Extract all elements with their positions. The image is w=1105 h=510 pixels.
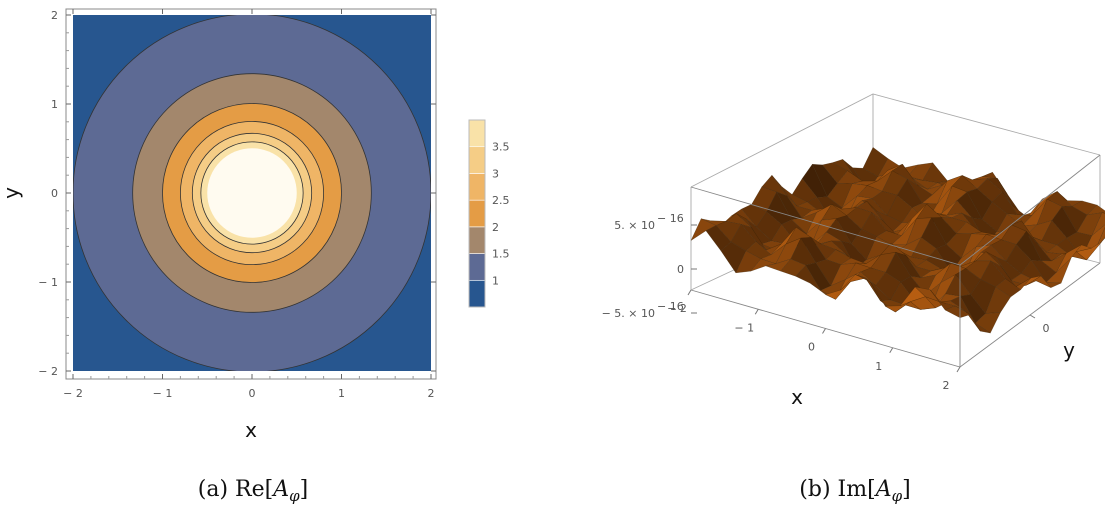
x-tick-label-3d: 0 xyxy=(808,341,815,354)
legend-swatch xyxy=(468,146,486,174)
legend-label: 1.5 xyxy=(492,248,510,261)
y-tick-label: 0 xyxy=(51,187,58,200)
surface-facet xyxy=(944,305,971,318)
y-axis-ticks: − 2 − 1 0 1 2 xyxy=(38,9,436,378)
z-tick-exponent: − 16 xyxy=(657,300,684,313)
x-tick-label-3d: − 2 xyxy=(667,302,687,315)
x-tick-label-3d: 2 xyxy=(943,379,950,392)
x-tick-label: 1 xyxy=(338,387,345,400)
z-tick-label: − 5. × 10 xyxy=(602,307,655,320)
legend-swatch xyxy=(468,253,486,281)
legend-swatch xyxy=(468,279,486,308)
x-tick-label: − 2 xyxy=(63,387,83,400)
x-axis-ticks: − 2 − 1 0 1 2 xyxy=(63,9,435,400)
z-tick-exponent: − 16 xyxy=(657,212,684,225)
y-axis-ticks-3d: 0 xyxy=(1029,314,1050,335)
contour-panel: − 2 − 1 0 1 2 − 2 − 1 0 1 2 x y 1 1.5 2 2.5 3 3.5 xyxy=(0,8,510,442)
y-axis-label-3d: y xyxy=(1063,338,1075,362)
y-tick-label-3d: 0 xyxy=(1043,322,1050,335)
legend-label: 3 xyxy=(492,167,499,180)
x-tick-label: − 1 xyxy=(153,387,173,400)
z-axis-ticks-3d: 5. × 10− 160− 5. × 10− 16 xyxy=(602,212,697,320)
x-tick-mark-3d xyxy=(956,366,961,373)
legend-label: 2 xyxy=(492,221,499,234)
x-tick-mark-3d xyxy=(822,328,826,334)
contour-legend: 1 1.5 2 2.5 3 3.5 xyxy=(468,119,510,308)
y-tick-label: 2 xyxy=(51,9,58,22)
y-tick-label: − 2 xyxy=(38,365,58,378)
legend-label: 1 xyxy=(492,274,499,287)
caption-a: (a) Re[Aφ] xyxy=(198,477,308,505)
x-tick-mark-3d xyxy=(754,308,759,315)
surface-facet xyxy=(1096,227,1105,247)
y-tick-mark-3d xyxy=(1029,314,1036,319)
x-axis-label: x xyxy=(245,418,257,442)
x-axis-label-3d: x xyxy=(791,385,803,409)
z-tick-label: 5. × 10 xyxy=(614,219,655,232)
contour-level-4 xyxy=(207,148,297,238)
x-tick-label-3d: − 1 xyxy=(734,321,754,334)
legend-swatch xyxy=(468,173,486,201)
plot-frame xyxy=(65,8,437,380)
legend-swatch xyxy=(468,119,486,148)
x-tick-label-3d: 1 xyxy=(875,360,882,373)
legend-frame xyxy=(468,119,486,308)
contour-rings xyxy=(73,15,431,371)
y-tick-label: 1 xyxy=(51,98,58,111)
x-tick-label: 0 xyxy=(249,387,256,400)
x-tick-mark-3d xyxy=(687,289,692,296)
y-tick-label: − 1 xyxy=(38,276,58,289)
surface-mesh xyxy=(690,147,1105,334)
legend-label: 2.5 xyxy=(492,194,510,207)
legend-label: 3.5 xyxy=(492,141,510,154)
x-axis-ticks-3d: − 2 − 1 0 1 2 xyxy=(667,289,961,392)
x-tick-mark-3d xyxy=(889,347,894,354)
legend-swatch xyxy=(468,226,486,254)
z-tick-label: 0 xyxy=(677,263,684,276)
caption-b: (b) Im[Aφ] xyxy=(799,477,910,505)
x-tick-label: 2 xyxy=(428,387,435,400)
legend-swatch xyxy=(468,199,486,228)
y-axis-label: y xyxy=(0,187,23,199)
